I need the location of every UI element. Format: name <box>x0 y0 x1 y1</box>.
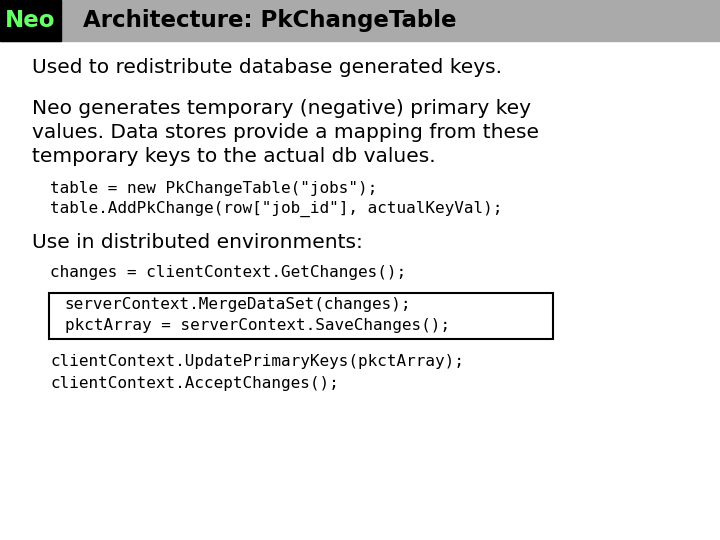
Text: temporary keys to the actual db values.: temporary keys to the actual db values. <box>32 147 436 166</box>
Text: Architecture: PkChangeTable: Architecture: PkChangeTable <box>83 9 456 32</box>
Text: clientContext.AcceptChanges();: clientContext.AcceptChanges(); <box>50 376 339 391</box>
Text: table = new PkChangeTable("jobs");: table = new PkChangeTable("jobs"); <box>50 181 378 197</box>
Text: values. Data stores provide a mapping from these: values. Data stores provide a mapping fr… <box>32 123 539 142</box>
Bar <box>0 0 61 40</box>
Text: Neo: Neo <box>5 9 56 32</box>
Text: pkctArray = serverContext.SaveChanges();: pkctArray = serverContext.SaveChanges(); <box>65 318 450 333</box>
Bar <box>0 0 720 40</box>
Text: Neo generates temporary (negative) primary key: Neo generates temporary (negative) prima… <box>32 98 531 118</box>
Text: Use in distributed environments:: Use in distributed environments: <box>32 233 364 253</box>
Text: changes = clientContext.GetChanges();: changes = clientContext.GetChanges(); <box>50 265 407 280</box>
Text: clientContext.UpdatePrimaryKeys(pkctArray);: clientContext.UpdatePrimaryKeys(pkctArra… <box>50 354 464 369</box>
Text: table.AddPkChange(row["job_id"], actualKeyVal);: table.AddPkChange(row["job_id"], actualK… <box>50 201 503 217</box>
Text: serverContext.MergeDataSet(changes);: serverContext.MergeDataSet(changes); <box>65 296 411 312</box>
Text: Used to redistribute database generated keys.: Used to redistribute database generated … <box>32 58 503 77</box>
Bar <box>49 293 553 339</box>
